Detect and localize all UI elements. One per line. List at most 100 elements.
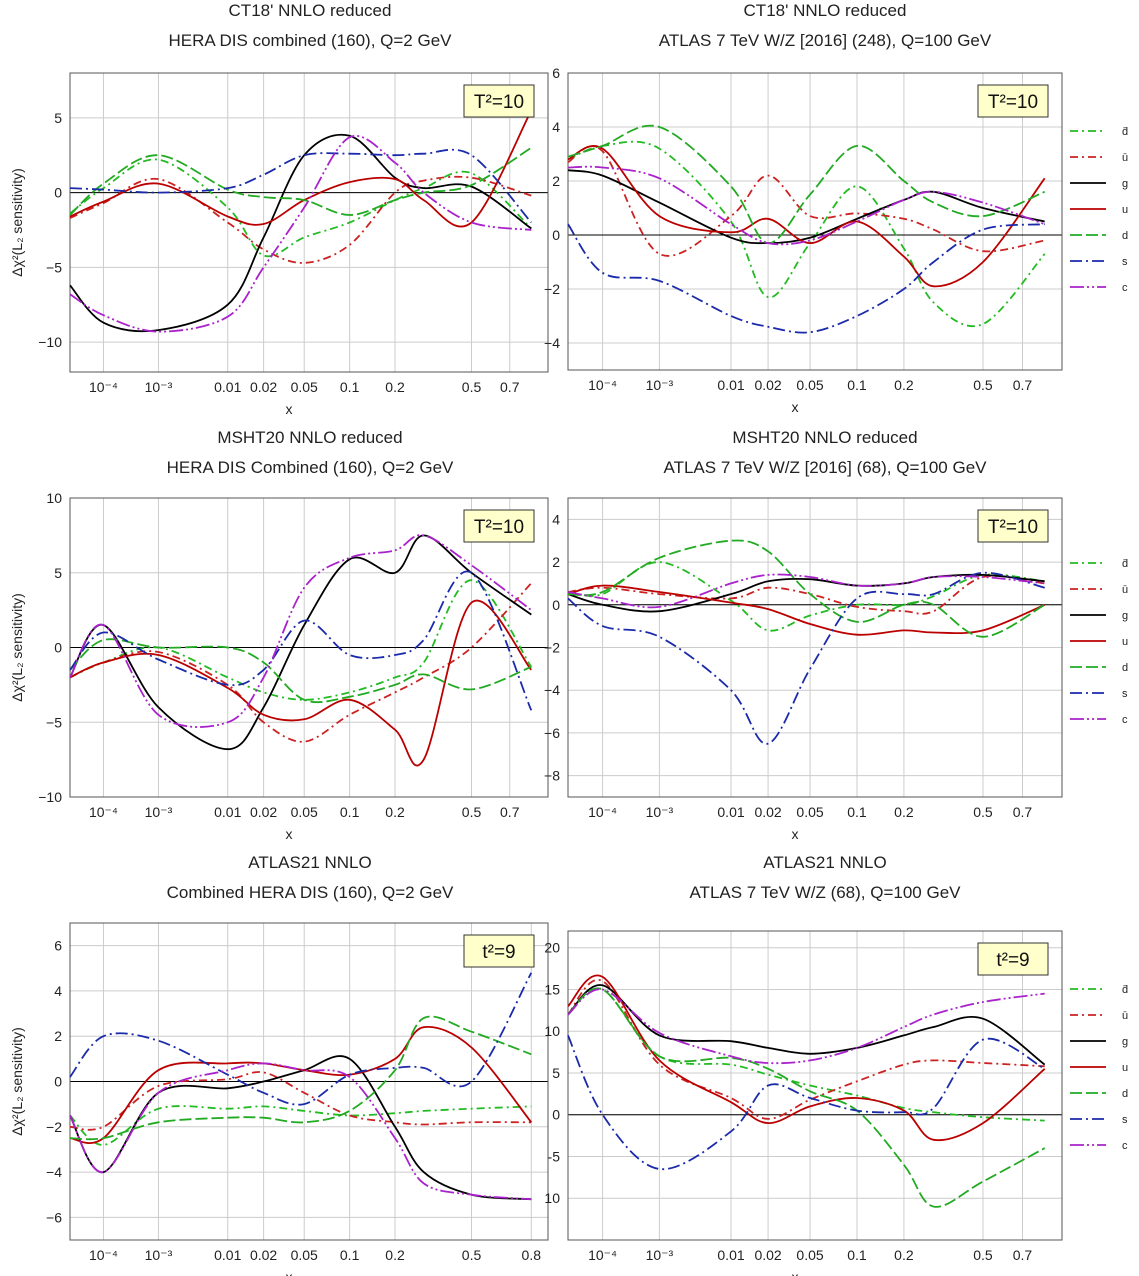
x-tick-label: 10⁻³ <box>646 1247 674 1263</box>
panel-5: 10⁻⁴ 10⁻³ 0.01 0.02 0.05 0.1 0.2 0.5 0.8 −6 −4 −2 0 2… <box>9 922 549 1276</box>
x-tick-label: 0.7 <box>500 804 520 820</box>
panel-6-frame <box>567 930 1063 1241</box>
tolerance-label: t²=9 <box>996 950 1029 971</box>
series-d-line <box>567 539 1046 638</box>
series-s-line <box>69 972 533 1106</box>
panel-3: 10⁻⁴ 10⁻³ 0.01 0.02 0.05 0.1 0.2 0.5 0.7 −10 −5 0 5 1… <box>9 490 549 842</box>
legend-label-d: d <box>1122 662 1128 674</box>
panel-5-frame <box>69 922 549 1241</box>
y-tick-label: 2 <box>54 1028 62 1044</box>
y-tick-label: −10 <box>38 334 62 350</box>
x-tick-label: 0.1 <box>340 804 360 820</box>
series-dbar-line <box>69 579 533 701</box>
x-tick-label: 0.02 <box>754 1247 781 1263</box>
y-tick-label: 2 <box>552 554 560 570</box>
panel-2-plot-area <box>568 73 1062 370</box>
legend-label-g: g <box>1122 610 1128 622</box>
legend-panel-4: d̄ ū g u d s c <box>1070 558 1128 726</box>
panel-4-frame <box>567 497 1063 798</box>
y-tick-label: 10 <box>544 1023 560 1039</box>
y-tick-label: −6 <box>46 1209 62 1225</box>
y-tick-label: −8 <box>544 768 560 784</box>
series-g-line <box>567 169 1045 245</box>
x-tick-label: 10⁻⁴ <box>89 379 118 395</box>
y-tick-label: −2 <box>544 281 560 297</box>
tolerance-box <box>977 84 1049 118</box>
panel-2-title-line2: ATLAS 7 TeV W/Z [2016] (248), Q=100 GeV <box>659 31 992 50</box>
x-tick-label: 0.01 <box>214 1247 241 1263</box>
series-s-line <box>69 570 533 711</box>
y-axis-label: Δχ²(L₂ sensitivity) <box>9 1027 25 1135</box>
panel-1-frame <box>69 72 549 373</box>
y-tick-label: −6 <box>544 725 560 741</box>
y-axis-label: Δχ²(L₂ sensitivity) <box>9 168 25 276</box>
tolerance-label: T²=10 <box>988 92 1038 113</box>
y-tick-label: 6 <box>552 65 560 81</box>
tolerance-box <box>977 509 1049 543</box>
x-tick-label: 10⁻⁴ <box>89 1247 118 1263</box>
legend-label-u: u <box>1122 204 1128 216</box>
series-c-line <box>69 134 532 333</box>
y-tick-label: 4 <box>54 983 62 999</box>
series-d-line <box>69 638 532 704</box>
series-dbar-line <box>567 561 1045 632</box>
legend-panel-6: d̄ ū g u d s c <box>1070 984 1128 1152</box>
x-tick-label: 0.2 <box>894 377 914 393</box>
tolerance-label: T²=10 <box>474 92 524 113</box>
x-tick-label: 0.1 <box>847 804 867 820</box>
x-tick-label: 0.05 <box>796 377 823 393</box>
x-tick-label: 10⁻⁴ <box>588 1247 617 1263</box>
x-axis-label: x <box>286 401 293 417</box>
x-axis-label: x <box>792 399 799 415</box>
y-tick-label: -5 <box>548 1148 561 1164</box>
x-tick-label: 0.2 <box>894 804 914 820</box>
tolerance-label: T²=10 <box>988 517 1038 538</box>
x-tick-label: 10⁻³ <box>646 377 674 393</box>
legend-panel-2: d̄ ū g u d s c <box>1070 126 1128 294</box>
y-tick-label: −5 <box>46 259 62 275</box>
panel-6-title-line2: ATLAS 7 TeV W/Z (68), Q=100 GeV <box>689 883 961 902</box>
series-ubar-line <box>567 145 1045 257</box>
panel-1: 10⁻⁴ 10⁻³ 0.01 0.02 0.05 0.1 0.2 0.5 0.7 −10 −5 0 5 x… <box>9 72 549 417</box>
series-c-line <box>567 165 1045 246</box>
legend-label-dbar: d̄ <box>1122 558 1128 570</box>
x-tick-label: 10⁻³ <box>145 1247 173 1263</box>
x-tick-label: 10⁻³ <box>646 804 674 820</box>
y-tick-label: −10 <box>38 789 62 805</box>
panel-2-frame <box>567 72 1063 371</box>
y-tick-label: −4 <box>544 682 560 698</box>
legend-label-c: c <box>1122 1140 1128 1152</box>
tolerance-box <box>977 942 1049 976</box>
y-tick-label: 5 <box>54 110 62 126</box>
y-tick-label: 0 <box>552 597 560 613</box>
legend-label-g: g <box>1122 178 1128 190</box>
series-d-line <box>69 147 532 216</box>
y-tick-label: 5 <box>54 565 62 581</box>
x-tick-label: 0.7 <box>1013 804 1033 820</box>
x-tick-label: 0.7 <box>1013 377 1033 393</box>
series-dbar-line <box>69 1105 532 1146</box>
x-tick-label: 0.01 <box>717 804 744 820</box>
tolerance-box <box>463 509 535 543</box>
panel-5-title-line2: Combined HERA DIS (160), Q=2 GeV <box>167 883 454 902</box>
legend-label-d: d <box>1122 230 1128 242</box>
x-tick-label: 0.02 <box>250 379 277 395</box>
y-tick-label: 6 <box>54 938 62 954</box>
x-tick-label: 10⁻³ <box>145 379 173 395</box>
x-tick-label: 0.5 <box>462 1247 482 1263</box>
series-ubar-line <box>567 979 1045 1120</box>
x-tick-label: 0.5 <box>973 804 993 820</box>
panel-2-title-line1: CT18' NNLO reduced <box>744 1 907 20</box>
y-tick-label: 20 <box>544 940 560 956</box>
panel-4-title-line1: MSHT20 NNLO reduced <box>732 428 917 447</box>
x-tick-label: 0.7 <box>1013 1247 1033 1263</box>
x-tick-label: 0.2 <box>385 804 405 820</box>
y-tick-label: 10 <box>544 1190 560 1206</box>
y-tick-label: −4 <box>544 335 560 351</box>
y-tick-label: 0 <box>54 185 62 201</box>
series-u-line <box>69 1025 533 1144</box>
legend-label-s: s <box>1122 688 1128 700</box>
legend-label-u: u <box>1122 636 1128 648</box>
series-d-line <box>567 124 1046 244</box>
y-tick-label: 5 <box>552 1065 560 1081</box>
